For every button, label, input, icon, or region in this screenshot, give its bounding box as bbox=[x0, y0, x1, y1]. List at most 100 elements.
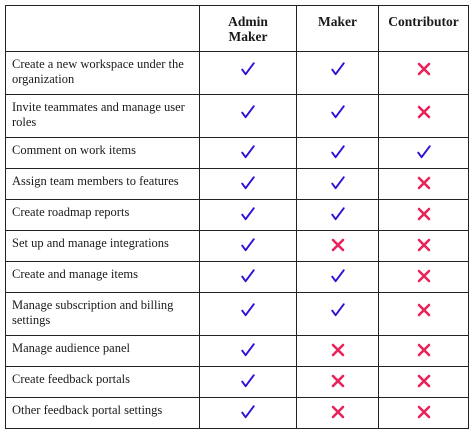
cross-icon bbox=[417, 176, 430, 190]
cross-icon bbox=[331, 343, 344, 357]
contributor-cell bbox=[378, 366, 469, 398]
admin-maker-cell bbox=[199, 94, 297, 138]
contributor-cell bbox=[378, 137, 469, 169]
admin-maker-cell bbox=[199, 335, 297, 367]
contributor-cell bbox=[378, 51, 469, 95]
check-icon bbox=[241, 343, 255, 357]
permission-cell: Create feedback portals bbox=[5, 366, 200, 398]
check-icon bbox=[241, 105, 255, 119]
contributor-cell bbox=[378, 261, 469, 293]
maker-cell bbox=[296, 366, 379, 398]
cross-icon bbox=[417, 343, 430, 357]
contributor-cell bbox=[378, 168, 469, 200]
check-icon bbox=[241, 303, 255, 317]
check-icon bbox=[330, 145, 345, 159]
maker-cell bbox=[296, 94, 379, 138]
table-row: Invite teammates and manage user roles bbox=[5, 94, 469, 138]
check-icon bbox=[330, 269, 345, 283]
contributor-cell bbox=[378, 199, 469, 231]
table-row: Create roadmap reports bbox=[5, 199, 469, 231]
check-icon bbox=[330, 62, 345, 76]
permission-label: Comment on work items bbox=[12, 143, 136, 157]
permission-cell: Create roadmap reports bbox=[5, 199, 200, 231]
table-row: Assign team members to features bbox=[5, 168, 469, 200]
table-row: Manage subscription and billing settings bbox=[5, 292, 469, 336]
permission-label: Assign team members to features bbox=[12, 174, 179, 188]
cross-icon bbox=[417, 105, 430, 119]
cross-icon bbox=[417, 303, 430, 317]
check-icon bbox=[241, 405, 255, 419]
admin-maker-cell bbox=[199, 292, 297, 336]
cross-icon bbox=[417, 238, 430, 252]
header-maker-label: Maker bbox=[318, 14, 357, 29]
permission-label: Create a new workspace under the organiz… bbox=[12, 57, 184, 86]
permission-cell: Create a new workspace under the organiz… bbox=[5, 51, 200, 95]
permission-cell: Assign team members to features bbox=[5, 168, 200, 200]
permission-label: Create and manage items bbox=[12, 267, 138, 281]
header-admin-maker: Admin Maker bbox=[199, 5, 297, 52]
check-icon bbox=[330, 207, 345, 221]
check-icon bbox=[330, 176, 345, 190]
permission-cell: Create and manage items bbox=[5, 261, 200, 293]
header-contributor: Contributor bbox=[378, 5, 469, 52]
check-icon bbox=[241, 145, 255, 159]
permission-label: Create roadmap reports bbox=[12, 205, 130, 219]
header-contributor-label: Contributor bbox=[388, 14, 459, 29]
admin-maker-cell bbox=[199, 366, 297, 398]
permission-cell: Manage subscription and billing settings bbox=[5, 292, 200, 336]
permission-label: Invite teammates and manage user roles bbox=[12, 100, 185, 129]
permissions-table: Admin Maker Maker Contributor Create a n… bbox=[5, 5, 469, 429]
contributor-cell bbox=[378, 292, 469, 336]
table-row: Manage audience panel bbox=[5, 335, 469, 367]
permission-label: Create feedback portals bbox=[12, 372, 130, 386]
cross-icon bbox=[417, 405, 430, 419]
permission-cell: Set up and manage integrations bbox=[5, 230, 200, 262]
header-admin-maker-line-1: Admin bbox=[228, 14, 268, 29]
permission-cell: Other feedback portal settings bbox=[5, 397, 200, 429]
admin-maker-cell bbox=[199, 230, 297, 262]
check-icon bbox=[241, 62, 255, 76]
permission-cell: Comment on work items bbox=[5, 137, 200, 169]
permission-cell: Invite teammates and manage user roles bbox=[5, 94, 200, 138]
admin-maker-cell bbox=[199, 51, 297, 95]
cross-icon bbox=[331, 374, 344, 388]
table-row: Create feedback portals bbox=[5, 366, 469, 398]
maker-cell bbox=[296, 335, 379, 367]
permission-label: Manage subscription and billing settings bbox=[12, 298, 174, 327]
maker-cell bbox=[296, 137, 379, 169]
check-icon bbox=[241, 374, 255, 388]
permission-label: Set up and manage integrations bbox=[12, 236, 169, 250]
table-row: Create and manage items bbox=[5, 261, 469, 293]
contributor-cell bbox=[378, 94, 469, 138]
admin-maker-cell bbox=[199, 261, 297, 293]
maker-cell bbox=[296, 199, 379, 231]
check-icon bbox=[330, 105, 345, 119]
check-icon bbox=[241, 238, 255, 252]
check-icon bbox=[416, 145, 431, 159]
maker-cell bbox=[296, 261, 379, 293]
permission-label: Other feedback portal settings bbox=[12, 403, 163, 417]
maker-cell bbox=[296, 397, 379, 429]
maker-cell bbox=[296, 230, 379, 262]
cross-icon bbox=[331, 238, 344, 252]
cross-icon bbox=[331, 405, 344, 419]
admin-maker-cell bbox=[199, 137, 297, 169]
cross-icon bbox=[417, 374, 430, 388]
contributor-cell bbox=[378, 230, 469, 262]
contributor-cell bbox=[378, 397, 469, 429]
table-row: Create a new workspace under the organiz… bbox=[5, 51, 469, 95]
admin-maker-cell bbox=[199, 397, 297, 429]
maker-cell bbox=[296, 168, 379, 200]
cross-icon bbox=[417, 207, 430, 221]
permission-cell: Manage audience panel bbox=[5, 335, 200, 367]
cross-icon bbox=[417, 269, 430, 283]
table-row: Other feedback portal settings bbox=[5, 397, 469, 429]
maker-cell bbox=[296, 51, 379, 95]
check-icon bbox=[241, 207, 255, 221]
check-icon bbox=[330, 303, 345, 317]
cross-icon bbox=[417, 62, 430, 76]
table-row: Comment on work items bbox=[5, 137, 469, 169]
admin-maker-cell bbox=[199, 168, 297, 200]
header-admin-maker-line-2: Maker bbox=[228, 29, 268, 44]
check-icon bbox=[241, 269, 255, 283]
